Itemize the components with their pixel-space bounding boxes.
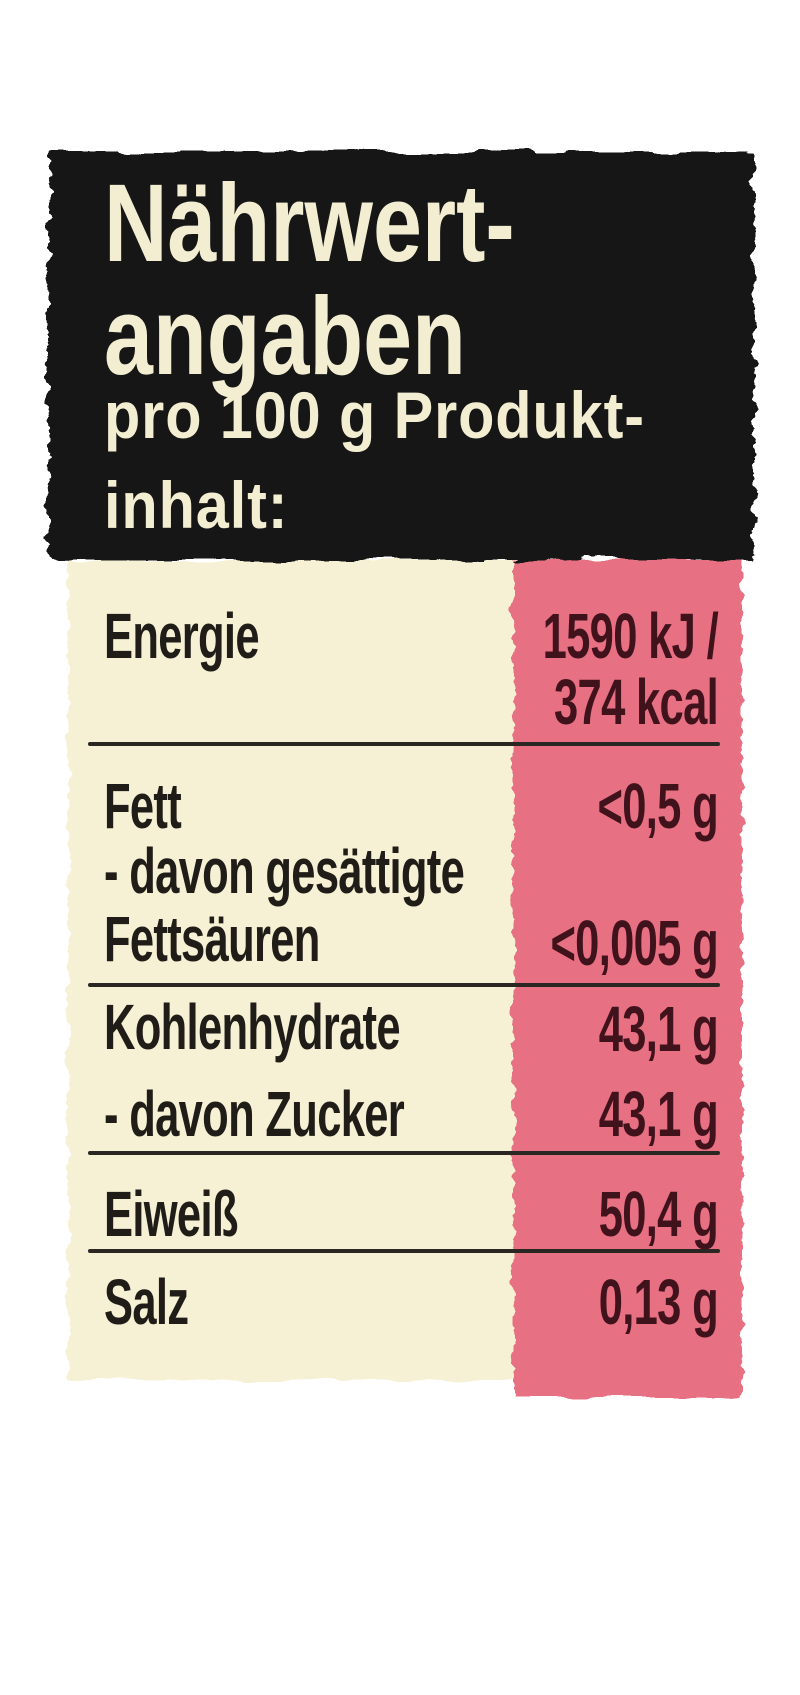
row-separator — [88, 742, 720, 746]
row-separator — [88, 1249, 720, 1253]
row-fett-value: <0,5 g — [597, 770, 718, 842]
header-title-line1: Nährwert- — [104, 162, 515, 285]
pink-value-column — [513, 560, 742, 1398]
header-subtitle-line1: pro 100 g Produkt- — [104, 378, 645, 452]
row-separator — [88, 1151, 720, 1155]
row-separator — [88, 983, 720, 987]
row-kohlenhydrate-value: 43,1 g — [598, 993, 719, 1065]
row-energie-value-line2: 374 kcal — [554, 666, 719, 738]
row-fett-label: Fett — [104, 770, 182, 842]
row-eiweiss-value: 50,4 g — [598, 1178, 719, 1250]
header-block — [48, 152, 754, 560]
row-davon-zucker-value: 43,1 g — [598, 1078, 719, 1150]
header-subtitle-line2: inhalt: — [104, 468, 289, 542]
row-kohlenhydrate-label: Kohlenhydrate — [104, 991, 401, 1063]
header-title-line2: angaben — [104, 275, 466, 398]
row-eiweiss-label: Eiweiß — [104, 1178, 238, 1250]
row-energie-label: Energie — [104, 600, 260, 672]
header-background — [48, 152, 754, 560]
row-davon-gesaettigte-label: - davon gesättigte — [104, 835, 465, 907]
table-background — [68, 560, 742, 1398]
row-fettsaeuren-label: Fettsäuren — [104, 903, 320, 975]
row-salz-label: Salz — [104, 1266, 189, 1338]
row-salz-value: 0,13 g — [598, 1266, 719, 1338]
row-energie-value-line1: 1590 kJ / — [542, 600, 719, 672]
row-davon-zucker-label: - davon Zucker — [104, 1078, 405, 1150]
row-fettsaeuren-value: <0,005 g — [550, 907, 718, 979]
